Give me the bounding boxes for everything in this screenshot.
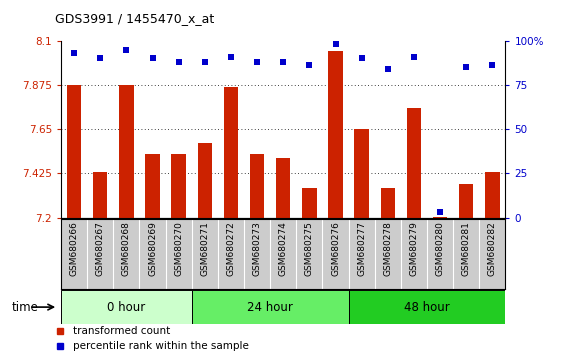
Text: GSM680281: GSM680281: [462, 222, 471, 276]
Point: [70, 50, 79, 56]
Point: [200, 59, 210, 65]
Point: [357, 56, 366, 61]
Text: GSM680267: GSM680267: [96, 222, 105, 276]
Bar: [349, 290, 505, 324]
Bar: [276, 158, 290, 218]
Point: [461, 64, 471, 70]
Point: [436, 210, 445, 215]
Point: [304, 63, 314, 68]
Text: GSM680282: GSM680282: [488, 222, 497, 276]
Text: GSM680268: GSM680268: [122, 222, 131, 276]
Text: GSM680274: GSM680274: [279, 222, 288, 276]
Text: GDS3991 / 1455470_x_at: GDS3991 / 1455470_x_at: [55, 12, 214, 25]
Point: [279, 59, 288, 65]
Bar: [328, 51, 343, 218]
Text: 24 hour: 24 hour: [248, 301, 293, 314]
Bar: [198, 143, 212, 218]
Bar: [459, 184, 474, 218]
Text: GSM680269: GSM680269: [148, 222, 157, 276]
Text: 0 hour: 0 hour: [107, 301, 145, 314]
Bar: [433, 217, 447, 218]
Text: GSM680270: GSM680270: [174, 222, 183, 276]
Bar: [354, 129, 369, 218]
Point: [383, 66, 393, 72]
Bar: [192, 290, 349, 324]
Point: [488, 63, 497, 68]
Bar: [302, 188, 317, 218]
Text: GSM680275: GSM680275: [305, 222, 314, 276]
Bar: [250, 154, 264, 218]
Point: [252, 59, 261, 65]
Text: 48 hour: 48 hour: [404, 301, 450, 314]
Point: [409, 54, 418, 59]
Text: GSM680271: GSM680271: [200, 222, 209, 276]
Text: GSM680276: GSM680276: [331, 222, 340, 276]
Text: GSM680278: GSM680278: [383, 222, 392, 276]
Bar: [67, 85, 81, 218]
Text: transformed count: transformed count: [73, 326, 170, 336]
Text: GSM680272: GSM680272: [227, 222, 235, 276]
Point: [95, 56, 105, 61]
Point: [122, 47, 131, 52]
Text: GSM680277: GSM680277: [357, 222, 366, 276]
Bar: [485, 172, 500, 218]
Text: percentile rank within the sample: percentile rank within the sample: [73, 342, 249, 352]
Bar: [145, 154, 160, 218]
Bar: [171, 154, 186, 218]
Bar: [407, 108, 421, 218]
Point: [227, 54, 236, 59]
Bar: [224, 87, 238, 218]
Text: GSM680273: GSM680273: [253, 222, 261, 276]
Bar: [381, 188, 395, 218]
Text: GSM680279: GSM680279: [410, 222, 418, 276]
Point: [148, 56, 157, 61]
Text: GSM680266: GSM680266: [70, 222, 78, 276]
Point: [174, 59, 184, 65]
Text: GSM680280: GSM680280: [436, 222, 444, 276]
Bar: [93, 172, 107, 218]
Bar: [61, 290, 192, 324]
Point: [331, 41, 340, 47]
Bar: [119, 85, 134, 218]
Text: time: time: [12, 301, 38, 314]
